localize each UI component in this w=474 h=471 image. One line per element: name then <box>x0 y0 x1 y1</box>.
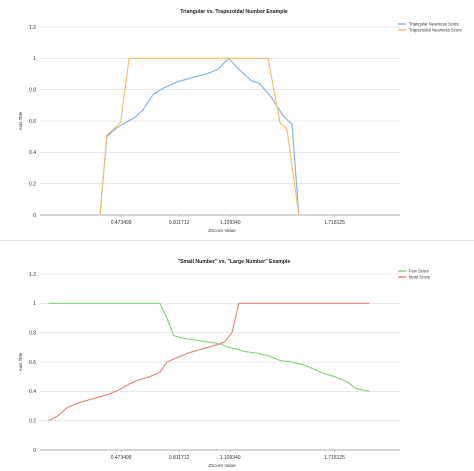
y-tick-label: 1 <box>33 56 36 62</box>
y-tick-label: 0.8 <box>29 330 36 336</box>
y-tick-label: 0 <box>33 448 36 454</box>
chart-title: "Small Number" vs. "Large Number" Exampl… <box>178 259 291 265</box>
legend-label: Few Score <box>409 269 430 274</box>
y-tick-label: 0.2 <box>29 418 36 424</box>
series-line-1 <box>48 302 370 392</box>
legend-label: Most Score <box>409 275 431 280</box>
x-axis-label: ZScore Value <box>208 228 236 233</box>
chart-2: "Small Number" vs. "Large Number" Exampl… <box>18 259 431 468</box>
x-tick-label: 1.109340 <box>220 220 241 226</box>
y-tick-label: 0.6 <box>29 360 36 366</box>
y-tick-label: 1.2 <box>29 25 36 31</box>
y-axis-label: Axis Title <box>18 352 23 371</box>
series-line-2 <box>99 57 300 216</box>
x-tick-label: 0.473499 <box>111 455 132 461</box>
y-tick-label: 1.2 <box>29 272 36 278</box>
x-tick-label: 1.718125 <box>324 220 345 226</box>
x-tick-label: 0.811712 <box>169 455 190 461</box>
y-tick-label: 0.4 <box>29 389 36 395</box>
x-tick-label: 1.718125 <box>324 455 345 461</box>
y-tick-label: 0.8 <box>29 87 36 93</box>
x-tick-label: 1.109340 <box>220 455 241 461</box>
series-line-2 <box>48 302 370 422</box>
y-tick-label: 0 <box>33 213 36 219</box>
y-tick-label: 0.6 <box>29 119 36 125</box>
legend-label: Triangular Nearness Score <box>409 22 460 27</box>
y-axis-label: Axis Title <box>18 111 23 130</box>
y-tick-label: 0.4 <box>29 150 36 156</box>
x-axis-label: ZScore Value <box>208 463 236 468</box>
legend-label: Trapezoidal Nearness Score <box>409 28 463 33</box>
chart-title: Triangular vs. Trapezoidal Number Exampl… <box>180 9 288 15</box>
chart-separator <box>0 240 474 241</box>
series-line-1 <box>99 57 300 216</box>
y-tick-label: 0.2 <box>29 181 36 187</box>
x-tick-label: 0.473499 <box>111 220 132 226</box>
chart-1: Triangular vs. Trapezoidal Number Exampl… <box>18 9 463 233</box>
y-tick-label: 1 <box>33 301 36 307</box>
x-tick-label: 0.811712 <box>169 220 190 226</box>
